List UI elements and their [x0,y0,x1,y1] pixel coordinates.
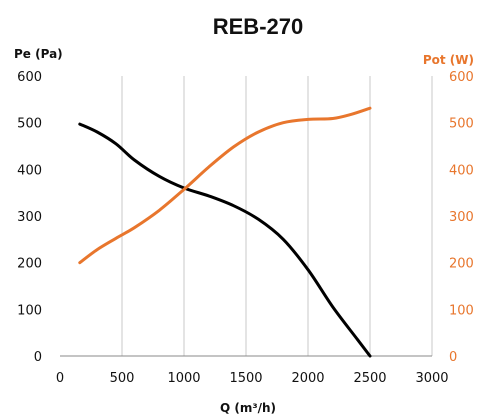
y-left-tick-label: 100 [17,303,42,318]
gridlines [121,76,433,356]
y-left-tick-label: 200 [17,257,42,272]
y-left-axis-label: Pe (Pa) [14,47,63,61]
y-right-tick-label: 600 [449,70,474,85]
y-left-tick-label: 300 [17,210,42,225]
y-right-tick-label: 300 [449,210,474,225]
y-left-tick-label: 400 [17,163,42,178]
x-tick-label: 1000 [167,371,200,386]
power-series-line [78,106,372,265]
x-tick-label: 2500 [353,371,386,386]
chart-title: REB-270 [213,14,303,39]
pressure-series-line [78,122,372,358]
y-right-tick-label: 500 [449,117,474,132]
y-right-tick-label: 100 [449,303,474,318]
y-left-tick-label: 600 [17,70,42,85]
x-tick-label: 2000 [291,371,324,386]
y-right-axis-label: Pot (W) [423,53,474,67]
y-left-tick-label: 0 [34,350,42,365]
y-left-tick-labels: 0 100 200 300 400 500 600 [17,70,42,365]
x-tick-label: 0 [56,371,64,386]
y-right-tick-label: 200 [449,257,474,272]
x-tick-labels: 0 500 1000 1500 2000 2500 3000 [56,371,449,386]
y-right-tick-labels: 0 100 200 300 400 500 600 [449,70,474,365]
x-tick-label: 1500 [229,371,262,386]
y-right-tick-label: 0 [449,350,457,365]
y-right-tick-label: 400 [449,163,474,178]
x-tick-label: 500 [110,371,135,386]
x-axis-label: Q (m³/h) [220,401,276,415]
y-left-tick-label: 500 [17,117,42,132]
series-lines [78,106,372,358]
x-tick-label: 3000 [415,371,448,386]
